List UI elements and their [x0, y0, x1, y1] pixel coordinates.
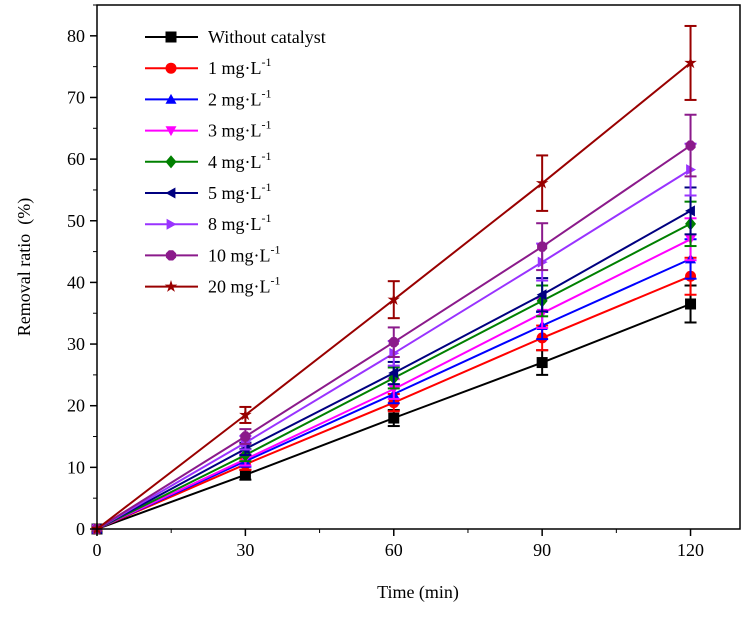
- marker-triangle-left: [388, 367, 399, 379]
- y-tick-label: 70: [67, 87, 85, 107]
- marker-triangle-left: [685, 205, 695, 217]
- x-tick-label: 60: [385, 540, 403, 560]
- x-tick-label: 30: [236, 540, 254, 560]
- marker-square: [239, 469, 251, 481]
- marker-triangle-down: [165, 126, 177, 137]
- marker-octagon: [685, 140, 696, 151]
- marker-triangle-up: [165, 93, 177, 104]
- legend-label-text: 1 mg·L: [208, 58, 262, 78]
- legend-label: 4 mg·L-1: [208, 149, 272, 172]
- legend-label-superscript: -1: [262, 149, 272, 163]
- legend-label-text: 2 mg·L: [208, 89, 262, 109]
- y-tick-label: 0: [76, 519, 85, 539]
- legend-label: 8 mg·L-1: [208, 211, 272, 234]
- marker-square: [685, 298, 697, 310]
- series: [91, 113, 697, 535]
- marker-star: [535, 176, 549, 189]
- legend-label-superscript: -1: [271, 274, 281, 288]
- marker-triangle-down: [388, 384, 400, 395]
- legend-label: 20 mg·L-1: [208, 274, 281, 297]
- marker-triangle-left: [165, 187, 176, 199]
- legend-label: Without catalyst: [208, 27, 326, 47]
- legend-label-text: 10 mg·L: [208, 245, 271, 265]
- y-tick-label: 50: [67, 211, 85, 231]
- x-tick-label: 90: [533, 540, 551, 560]
- legend-item: 3 mg·L-1: [145, 118, 272, 141]
- legend-label-text: Without catalyst: [208, 27, 326, 47]
- marker-square: [388, 412, 400, 424]
- legend-label-superscript: -1: [262, 211, 272, 225]
- legend-label: 1 mg·L-1: [208, 55, 272, 78]
- marker-square: [165, 31, 177, 43]
- y-tick-label: 20: [67, 396, 85, 416]
- marker-star: [164, 280, 178, 292]
- legend-label-superscript: -1: [262, 55, 272, 69]
- legend-item: 10 mg·L-1: [145, 242, 281, 265]
- x-axis-label: Time (min): [377, 582, 459, 603]
- marker-triangle-right: [166, 218, 177, 230]
- legend-label-superscript: -1: [262, 180, 272, 194]
- marker-octagon: [388, 337, 399, 348]
- plot-frame: [96, 4, 741, 530]
- legend-label-superscript: -1: [262, 118, 272, 132]
- y-tick-label: 80: [67, 26, 85, 46]
- y-axis-label: Removal ratio (%): [14, 198, 35, 336]
- legend-label-text: 3 mg·L: [208, 121, 262, 141]
- marker-octagon: [240, 431, 251, 442]
- legend-item: 1 mg·L-1: [145, 55, 272, 78]
- legend-item: 4 mg·L-1: [145, 149, 272, 172]
- legend-label-superscript: -1: [271, 242, 281, 256]
- marker-diamond: [165, 155, 177, 169]
- legend-item: 8 mg·L-1: [145, 211, 272, 234]
- marker-square: [536, 357, 548, 369]
- marker-star: [684, 56, 697, 69]
- legend-label: 3 mg·L-1: [208, 118, 272, 141]
- legend-label-text: 5 mg·L: [208, 183, 262, 203]
- legend-label: 5 mg·L-1: [208, 180, 272, 203]
- marker-circle: [165, 62, 177, 74]
- legend-item: 20 mg·L-1: [145, 274, 281, 297]
- legend-label-superscript: -1: [262, 86, 272, 100]
- y-tick-label: 60: [67, 149, 85, 169]
- marker-star: [239, 408, 252, 421]
- legend-label: 10 mg·L-1: [208, 242, 281, 265]
- marker-octagon: [165, 250, 177, 261]
- legend-label-text: 8 mg·L: [208, 214, 262, 234]
- legend-item: 5 mg·L-1: [145, 180, 272, 203]
- y-tick-label: 10: [67, 457, 85, 477]
- y-tick-label: 40: [67, 272, 85, 292]
- y-tick-label: 30: [67, 334, 85, 354]
- legend-label-text: 20 mg·L: [208, 277, 271, 297]
- legend-label: 2 mg·L-1: [208, 86, 272, 109]
- marker-octagon: [537, 241, 548, 252]
- legend-label-text: 4 mg·L: [208, 152, 262, 172]
- marker-triangle-left: [536, 289, 547, 301]
- legend-item: 2 mg·L-1: [145, 86, 272, 109]
- marker-star: [387, 293, 400, 305]
- series: [90, 24, 697, 535]
- legend-item: Without catalyst: [145, 27, 326, 47]
- x-tick-label: 0: [93, 540, 102, 560]
- x-tick-label: 120: [677, 540, 704, 560]
